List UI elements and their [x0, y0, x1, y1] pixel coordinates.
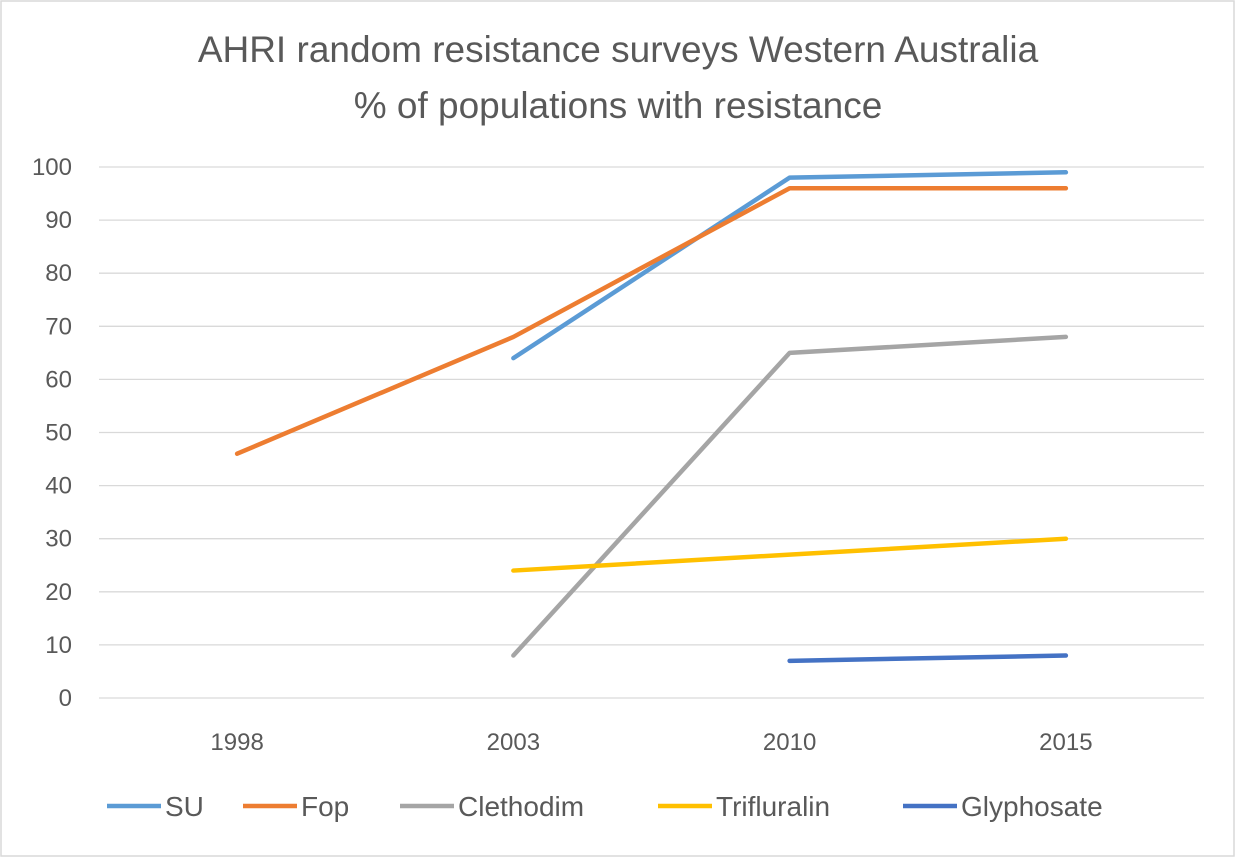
y-tick-label: 0 [59, 685, 72, 712]
chart-title-line-1: AHRI random resistance surveys Western A… [198, 29, 1039, 70]
y-tick-label: 30 [45, 526, 72, 553]
series-line-clethodim [511, 334, 1069, 658]
y-tick-label: 10 [45, 632, 72, 659]
legend-label-glyphosate: Glyphosate [961, 791, 1103, 822]
y-tick-label: 100 [32, 154, 72, 181]
y-tick-label: 90 [45, 207, 72, 234]
x-tick-label: 2010 [763, 729, 816, 756]
legend: SU Fop Clethodim Trifluralin Glyphosate [107, 791, 1103, 822]
y-tick-label: 60 [45, 366, 72, 393]
y-tick-label: 70 [45, 313, 72, 340]
legend-label-trifluralin: Trifluralin [716, 791, 830, 822]
legend-label-su: SU [165, 791, 204, 822]
y-tick-label: 50 [45, 420, 72, 447]
y-tick-label: 20 [45, 579, 72, 606]
y-tick-label: 80 [45, 260, 72, 287]
y-axis-ticks: 0 10 20 30 40 50 60 70 80 90 100 [32, 154, 72, 712]
series-line-fop [234, 185, 1069, 456]
x-axis-ticks: 1998 2003 2010 2015 [210, 729, 1092, 756]
legend-label-clethodim: Clethodim [458, 791, 584, 822]
y-tick-label: 40 [45, 473, 72, 500]
series-lines [234, 170, 1069, 664]
legend-label-fop: Fop [301, 791, 349, 822]
series-line-trifluralin [511, 536, 1069, 573]
series-line-su [511, 170, 1069, 361]
series-line-glyphosate [787, 653, 1069, 664]
x-tick-label: 1998 [210, 729, 263, 756]
chart-title-line-2: % of populations with resistance [354, 85, 883, 126]
x-tick-label: 2003 [487, 729, 540, 756]
x-tick-label: 2015 [1039, 729, 1092, 756]
